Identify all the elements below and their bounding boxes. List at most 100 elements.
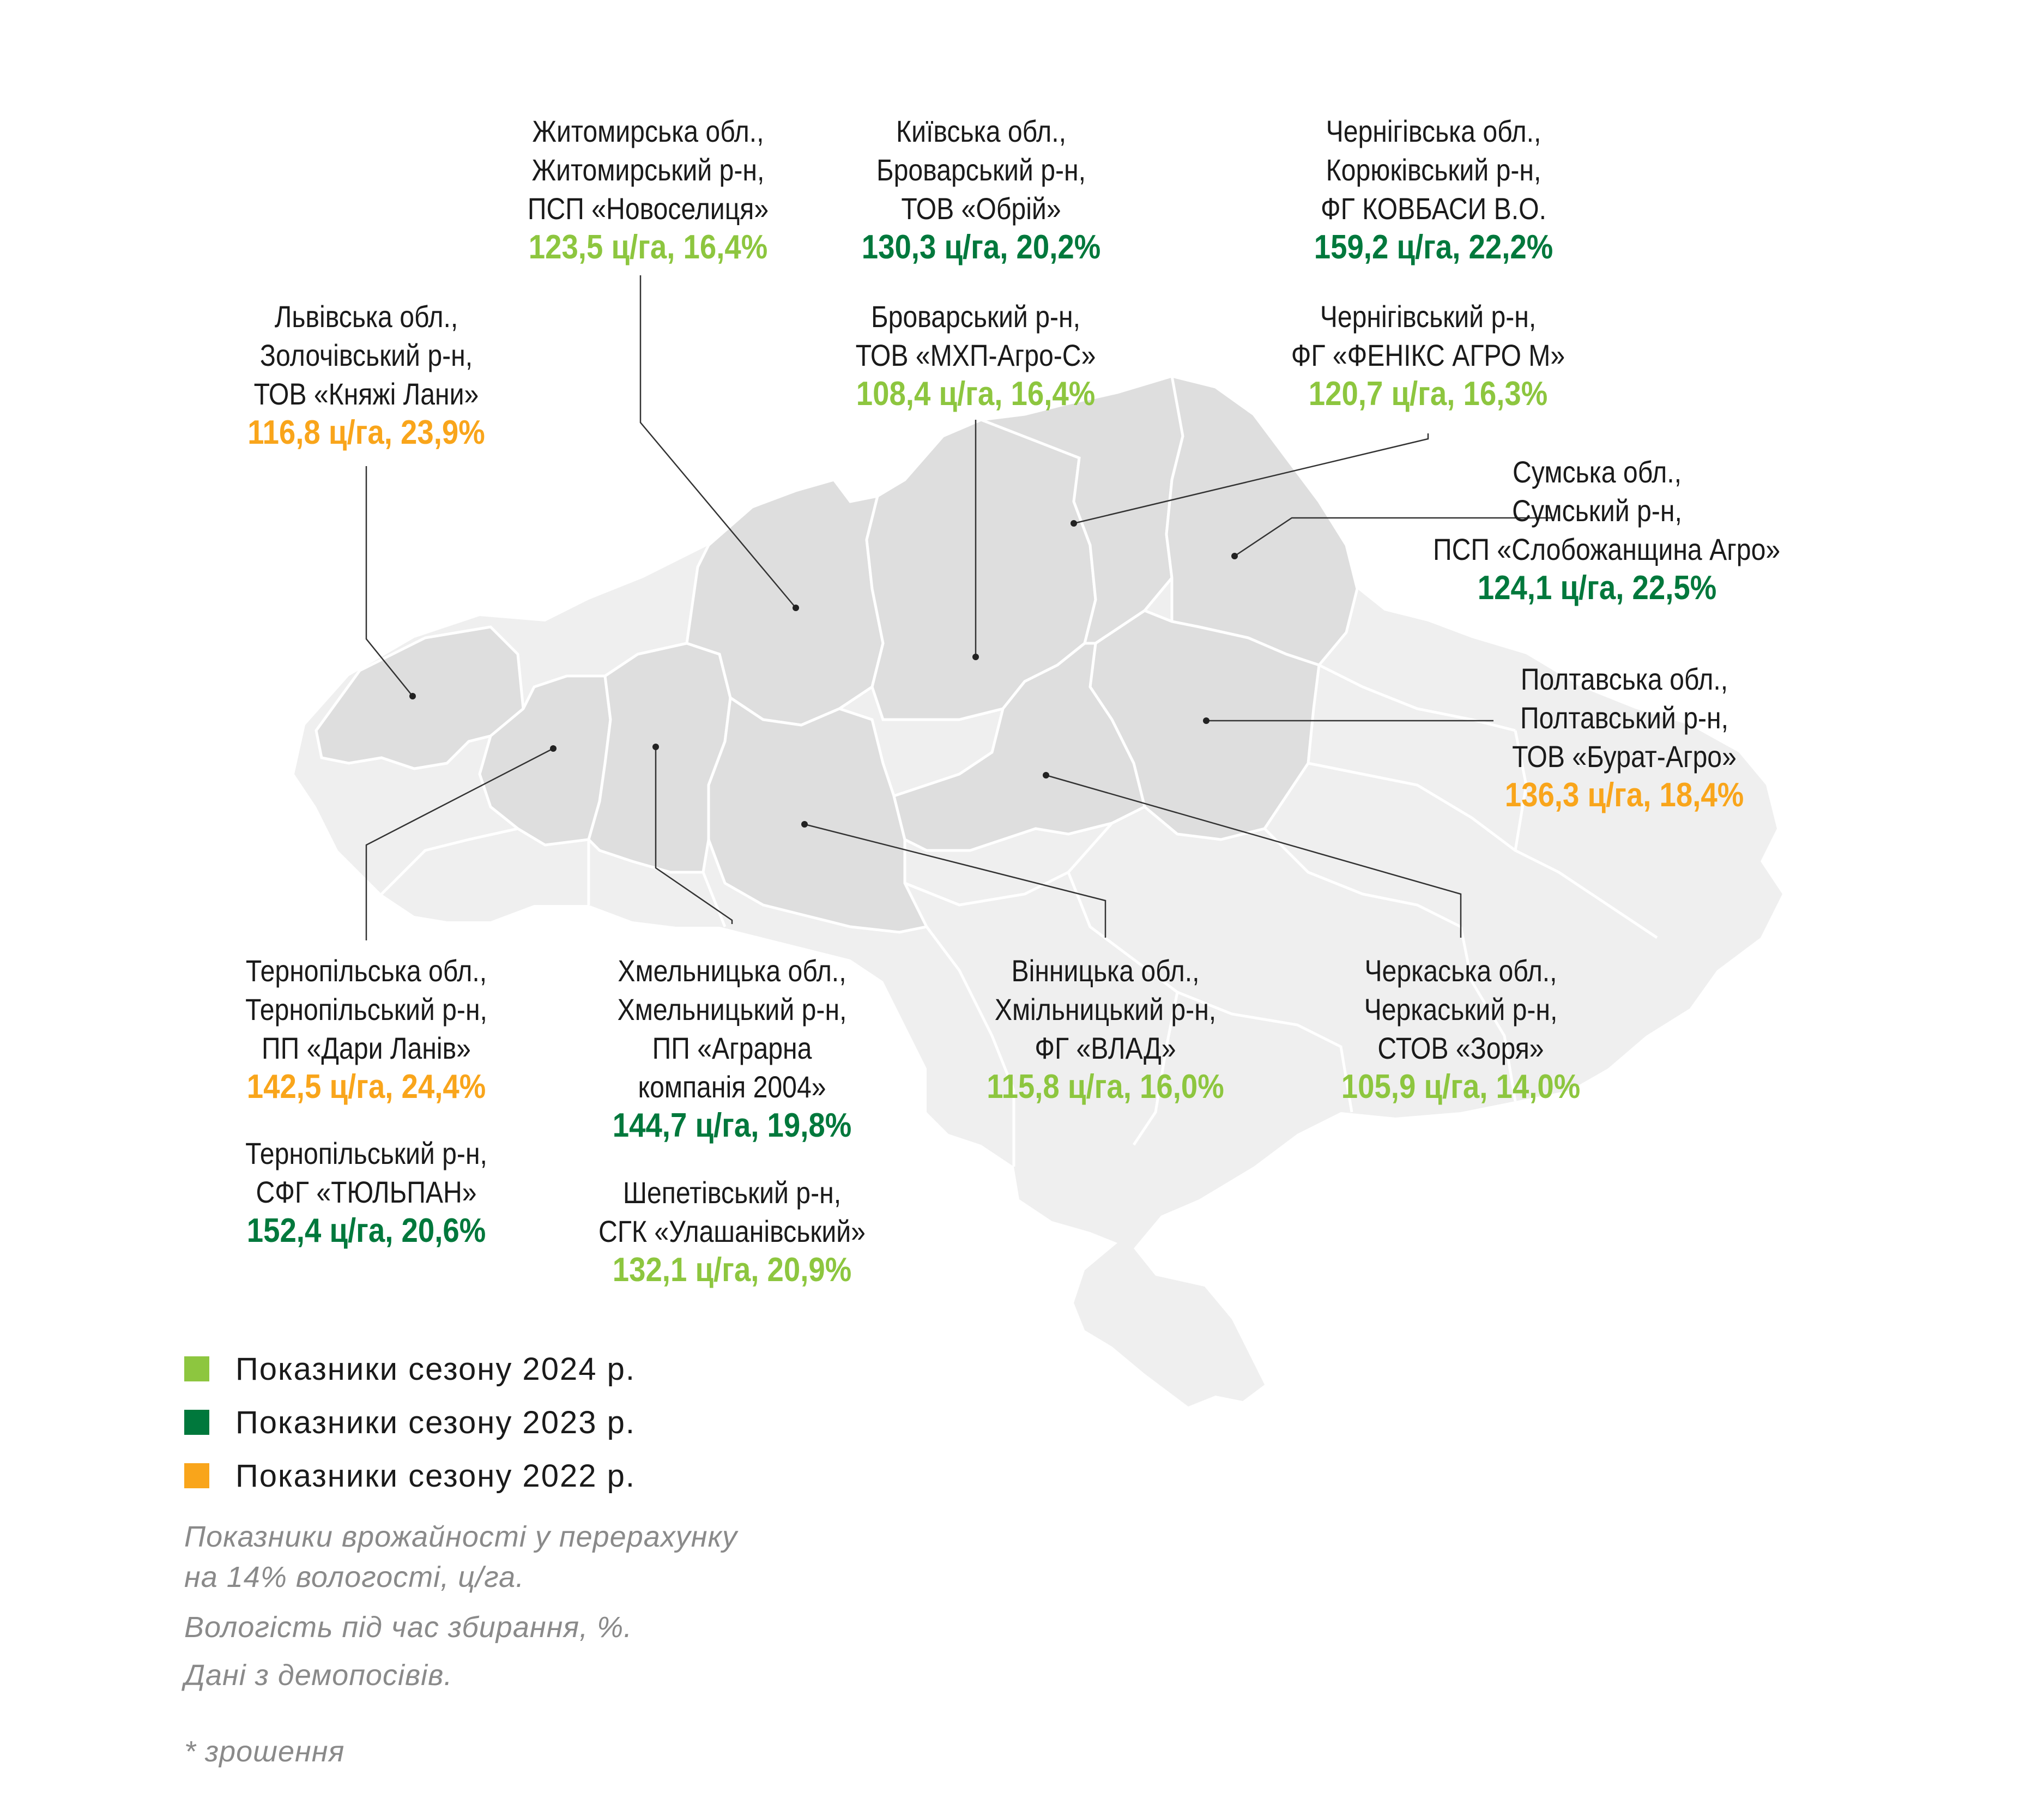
callout-line: Черкаський р-н,: [1364, 992, 1558, 1027]
callout-line: Полтавський р-н,: [1520, 701, 1729, 735]
callout-poltava: Полтавська обл., Полтавський р-н, ТОВ «Б…: [1461, 660, 1788, 814]
legend-label: Показники сезону 2023 р.: [235, 1404, 636, 1440]
note-yield-line2: на 14% вологості, ц/га.: [184, 1561, 525, 1593]
legend-swatch-2023: [184, 1410, 209, 1435]
dot-sumy: [1231, 553, 1238, 559]
callout-value: 132,1 ц/га, 20,9%: [612, 1251, 852, 1289]
dot-ternopil: [550, 745, 557, 752]
leader-lviv: [365, 466, 413, 697]
callout-line: Тернопільський р-н,: [245, 992, 487, 1027]
callout-line: СГК «Улашанівський»: [598, 1214, 866, 1248]
callout-line: Вінницька обл.,: [1011, 953, 1200, 988]
callout-shepetivka: Шепетівський р-н, СГК «Улашанівський» 13…: [569, 1173, 896, 1289]
callout-line: Броварський р-н,: [876, 153, 1086, 187]
dot-vinnytsia: [801, 821, 808, 828]
callout-cherkasy: Черкаська обл., Черкаський р-н, СТОВ «Зо…: [1297, 951, 1624, 1106]
callout-value: 159,2 ц/га, 22,2%: [1314, 228, 1553, 266]
callout-line: Сумська обл.,: [1513, 455, 1682, 489]
region-sumy: [1165, 374, 1359, 667]
callout-kyiv-obrii: Київська обл., Броварський р-н, ТОВ «Обр…: [818, 112, 1145, 267]
leader-sumy: [1234, 517, 1553, 557]
legend-item-2023: Показники сезону 2023 р.: [184, 1396, 636, 1449]
region-borders: [380, 663, 1658, 1167]
callout-lviv: Львівська обл., Золочівський р-н, ТОВ «К…: [203, 297, 530, 452]
callout-line: ФГ КОВБАСИ В.О.: [1321, 191, 1546, 226]
callout-line: Хмільницький р-н,: [994, 992, 1217, 1027]
callout-value: 130,3 ц/га, 20,2%: [861, 228, 1101, 266]
callout-line: Чернігівська обл.,: [1326, 114, 1541, 148]
callout-line: Хмельницький р-н,: [617, 992, 847, 1027]
callout-line: ТОВ «Обрій»: [901, 191, 1061, 226]
leader-lines: [365, 275, 1553, 940]
callout-line: Броварський р-н,: [870, 299, 1081, 334]
legend: Показники сезону 2024 р. Показники сезон…: [184, 1342, 636, 1502]
dot-lviv: [409, 693, 416, 699]
location-dots: [409, 520, 1238, 828]
dot-cherkasy: [1043, 772, 1049, 778]
leader-zhytomyr: [639, 275, 796, 608]
callout-line: Тернопільська обл.,: [245, 953, 487, 988]
callout-khmelnytskyi: Хмельницька обл., Хмельницький р-н, ПП «…: [569, 951, 896, 1145]
callout-line: Тернопільський р-н,: [245, 1136, 487, 1170]
legend-label: Показники сезону 2024 р.: [235, 1351, 636, 1387]
legend-swatch-2024: [184, 1356, 209, 1381]
callout-line: ТОВ «Княжі Лани»: [253, 377, 479, 411]
callout-value: 123,5 ц/га, 16,4%: [528, 228, 768, 266]
callout-value: 142,5 ц/га, 24,4%: [246, 1068, 486, 1106]
callout-chernihiv-feniks: Чернігівський р-н, ФГ «ФЕНІКС АГРО М» 12…: [1265, 297, 1592, 413]
leader-khmelnytskyi: [655, 747, 733, 924]
legend-item-2022: Показники сезону 2022 р.: [184, 1449, 636, 1502]
callout-line: СТОВ «Зоря»: [1377, 1031, 1544, 1065]
callout-line: Київська обл.,: [896, 114, 1066, 148]
callout-value: 108,4 ц/га, 16,4%: [856, 375, 1096, 413]
dot-kyiv: [972, 654, 979, 660]
callout-line: Полтавська обл.,: [1520, 662, 1728, 696]
country-outline: [294, 376, 1782, 1406]
callout-value: 136,3 ц/га, 18,4%: [1504, 776, 1744, 814]
leader-cherkasy: [1045, 774, 1462, 938]
callout-line: ТОВ «МХП-Агро-С»: [855, 338, 1096, 372]
region-cherkasy: [892, 642, 1146, 852]
callout-line: ТОВ «Бурат-Агро»: [1512, 739, 1737, 774]
callout-line: СФГ «ТЮЛЬПАН»: [256, 1175, 477, 1209]
callout-chernihiv-kovbasy: Чернігівська обл., Корюківський р-н, ФГ …: [1270, 112, 1597, 267]
dot-poltava: [1203, 717, 1210, 724]
callout-value: 124,1 ц/га, 22,5%: [1477, 569, 1717, 607]
callout-line: Житомирський р-н,: [531, 153, 765, 187]
callout-line: Львівська обл.,: [274, 299, 458, 334]
legend-label: Показники сезону 2022 р.: [235, 1458, 636, 1494]
callout-line: ПСП «Новоселиця»: [527, 191, 769, 226]
note-irrigation: * зрошення: [184, 1735, 345, 1768]
dot-zhytomyr: [793, 605, 799, 611]
callout-line: Шепетівський р-н,: [622, 1175, 842, 1210]
callout-kyiv-mhp: Броварський р-н, ТОВ «МХП-Агро-С» 108,4 …: [812, 297, 1139, 413]
callout-value: 144,7 ц/га, 19,8%: [612, 1107, 852, 1144]
note-source: Дані з демопосівів.: [184, 1659, 453, 1692]
callout-vinnytsia: Вінницька обл., Хмільницький р-н, ФГ «ВЛ…: [942, 951, 1269, 1106]
note-yield-line1: Показники врожайності у перерахунку: [184, 1520, 737, 1553]
callout-ternopil-tulpan: Тернопільський р-н, СФГ «ТЮЛЬПАН» 152,4 …: [203, 1134, 530, 1250]
callout-sumy: Сумська обл., Сумський р-н, ПСП «Слобожа…: [1406, 452, 1788, 607]
dot-chernihiv: [1071, 520, 1077, 527]
callout-line: Хмельницька обл.,: [618, 953, 846, 988]
callout-value: 116,8 ц/га, 23,9%: [247, 414, 485, 451]
dot-khmelnytskyi: [652, 744, 659, 750]
leader-ternopil: [365, 747, 554, 940]
callout-zhytomyr: Житомирська обл., Житомирський р-н, ПСП …: [485, 112, 812, 267]
callout-line: ПСП «Слобожанщина Агро»: [1433, 532, 1781, 566]
callout-ternopil-dary: Тернопільська обл., Тернопільський р-н, …: [203, 951, 530, 1106]
callout-line: ФГ «ВЛАД»: [1035, 1031, 1176, 1065]
callout-value: 105,9 ц/га, 14,0%: [1341, 1068, 1581, 1106]
callout-value: 115,8 ц/га, 16,0%: [987, 1068, 1224, 1106]
callout-line: ПП «Дари Ланів»: [262, 1031, 471, 1065]
callout-line: Сумський р-н,: [1512, 493, 1682, 528]
leader-chernihiv: [1073, 433, 1429, 524]
notes: Показники врожайності у перерахунку на 1…: [184, 1517, 737, 1772]
callout-line: компанія 2004»: [638, 1070, 826, 1104]
legend-swatch-2022: [184, 1463, 209, 1488]
callout-line: Черкаська обл.,: [1364, 953, 1557, 988]
callout-line: Корюківський р-н,: [1326, 153, 1541, 187]
leader-vinnytsia: [804, 823, 1106, 938]
legend-item-2024: Показники сезону 2024 р.: [184, 1342, 636, 1396]
